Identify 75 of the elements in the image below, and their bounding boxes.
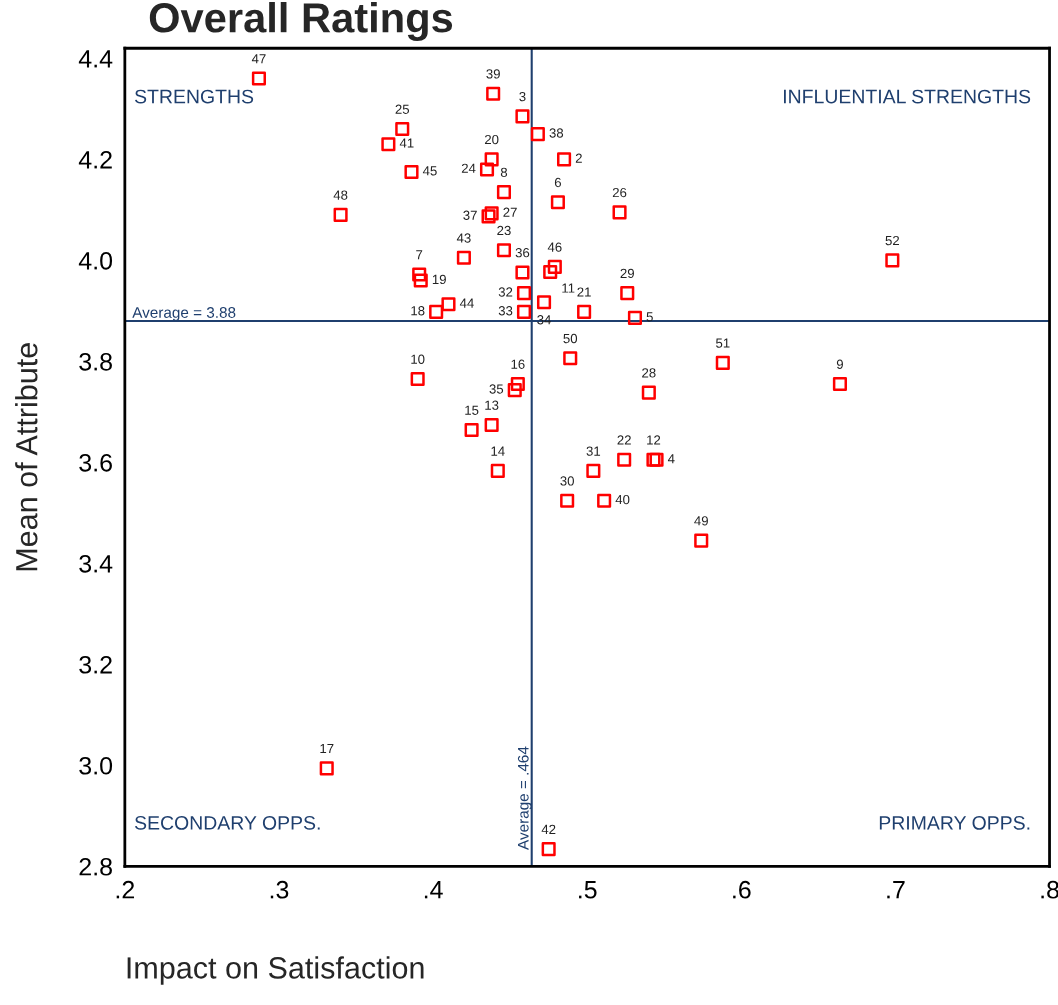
annotation: 52 (885, 235, 900, 246)
annotation: 44 (459, 298, 474, 308)
y-tick-label: 2.8 (79, 857, 112, 876)
annotation: 43 (456, 233, 471, 243)
x-tick-label: .3 (270, 880, 289, 899)
y-tick-label: 4.2 (78, 150, 112, 169)
annotation: 41 (399, 138, 414, 148)
y-tick-label: 4.4 (78, 50, 113, 68)
ref-line-label: Average = .464 (517, 746, 532, 850)
annotation: 48 (333, 190, 348, 200)
annotation: 16 (511, 359, 525, 369)
annotation: 47 (251, 54, 266, 64)
annotation: 51 (716, 338, 730, 348)
y-tick-label: 4.0 (78, 251, 113, 270)
annotation: 2 (575, 153, 582, 163)
annotation: 21 (577, 287, 591, 297)
annotation: 10 (411, 354, 425, 364)
annotation: 31 (586, 446, 601, 456)
annotation: 30 (560, 476, 574, 486)
annotation: 18 (411, 306, 425, 316)
annotation: 33 (498, 306, 513, 316)
annotation: 37 (463, 210, 477, 220)
x-axis-title: Impact on Satisfaction (127, 956, 424, 985)
annotation: 42 (541, 824, 556, 834)
annotation: 20 (484, 134, 499, 145)
annotation: 4 (667, 454, 675, 464)
annotation: 38 (549, 128, 564, 138)
x-tick-label: .2 (116, 880, 135, 899)
annotation: SECONDARY OPPS. (134, 815, 320, 830)
annotation: 49 (694, 516, 708, 526)
annotation: 17 (320, 744, 334, 754)
annotation: INFLUENTIAL STRENGTHS (784, 89, 1031, 104)
annotation: 22 (617, 435, 631, 445)
annotation: 9 (836, 359, 843, 369)
annotation: 36 (515, 248, 530, 258)
chart-title: Overall Ratings (149, 2, 453, 42)
annotation: 25 (395, 104, 410, 114)
annotation: 11 (562, 283, 575, 293)
annotation: 24 (461, 163, 476, 173)
y-tick-label: 3.6 (79, 453, 112, 472)
x-tick-label: .4 (424, 881, 443, 899)
annotation: 13 (485, 400, 499, 410)
x-tick-label: .5 (579, 881, 597, 899)
annotation: 32 (498, 287, 513, 297)
y-tick-label: 3.8 (79, 352, 112, 371)
annotation: 5 (646, 312, 653, 322)
x-tick-label: .7 (887, 881, 905, 899)
ref-line-label: Average = 3.88 (132, 307, 236, 321)
annotation: 35 (489, 384, 504, 394)
annotation: 27 (503, 207, 517, 217)
y-tick-label: 3.2 (79, 655, 112, 674)
annotation: 39 (486, 69, 500, 79)
y-axis-title: Mean of Attribute (15, 343, 38, 571)
y-tick-label: 3.4 (79, 554, 113, 573)
annotation: 28 (642, 368, 656, 378)
annotation: 14 (491, 446, 505, 456)
annotation: 40 (615, 494, 630, 505)
annotation: 6 (554, 177, 561, 188)
x-tick-label: .6 (733, 880, 751, 899)
annotation: 26 (612, 187, 627, 198)
x-tick-label: .8 (1041, 880, 1058, 899)
annotation: PRIMARY OPPS. (879, 815, 1030, 830)
annotation: STRENGTHS (134, 89, 254, 104)
annotation: 29 (620, 268, 634, 279)
annotation: 8 (500, 167, 508, 178)
annotation: 7 (416, 250, 423, 260)
annotation: 46 (547, 242, 562, 252)
annotation: 15 (465, 405, 479, 415)
annotation: 12 (647, 435, 661, 445)
y-tick-label: 3.0 (79, 756, 113, 775)
annotation: 45 (422, 166, 437, 176)
annotation: 50 (563, 333, 578, 344)
annotation: 19 (432, 274, 446, 285)
annotation: 3 (519, 91, 526, 102)
annotation: 23 (497, 225, 511, 236)
